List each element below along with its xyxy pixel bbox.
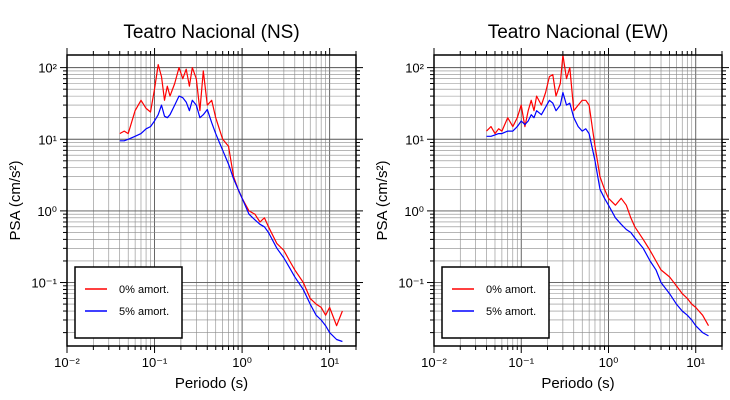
x-tick-label-ns-1: 10⁻¹ xyxy=(142,355,168,370)
legend-box-ew xyxy=(441,266,550,339)
grid-ns xyxy=(66,55,357,346)
x-tick-label-ew-1: 10⁻¹ xyxy=(508,355,534,370)
series-ns xyxy=(119,63,343,343)
x-axis-label-ew: Periodo (s) xyxy=(541,375,614,392)
legend-ns: 0% amort. 5% amort. xyxy=(74,266,183,339)
chart-title-ew: Teatro Nacional (EW) xyxy=(488,22,669,43)
y-axis-label-ew: PSA (cm/s²) xyxy=(374,160,391,240)
plot-frame-ew xyxy=(433,54,723,347)
y-tick-label-ew-2: 10¹ xyxy=(405,132,424,147)
series-line-0pct-ns xyxy=(119,63,343,327)
y-tick-label-ew-1: 10⁰ xyxy=(404,204,424,219)
y-tick-label-ns-2: 10¹ xyxy=(38,132,57,147)
series-line-0pct-ew xyxy=(486,54,710,326)
y-tick-label-ew-0: 10⁻¹ xyxy=(398,276,424,291)
x-tick-label-ns-0: 10⁻² xyxy=(54,355,80,370)
chart-title-ns: Teatro Nacional (NS) xyxy=(123,22,299,43)
legend-label-0pct-ew: 0% amort. xyxy=(486,284,536,296)
legend-ew: 0% amort. 5% amort. xyxy=(441,266,550,339)
y-tick-label-ew-3: 10² xyxy=(405,61,424,76)
x-tick-label-ew-3: 10¹ xyxy=(686,355,705,370)
x-tick-label-ew-2: 10⁰ xyxy=(599,355,619,370)
legend-label-0pct-ns: 0% amort. xyxy=(119,284,169,296)
x-tick-label-ew-0: 10⁻² xyxy=(421,355,447,370)
x-tick-label-ns-3: 10¹ xyxy=(320,355,339,370)
x-tick-label-ns-2: 10⁰ xyxy=(232,355,252,370)
legend-label-5pct-ew: 5% amort. xyxy=(486,306,536,318)
chart-ns: 10⁻² 10⁻¹ 10⁰ 10¹ 10⁻¹ 10⁰ 10¹ 10² Teatro Nacio… xyxy=(7,22,363,392)
series-line-5pct-ew xyxy=(486,91,709,337)
x-axis-label-ns: Periodo (s) xyxy=(175,375,248,392)
y-axis-label-ns: PSA (cm/s²) xyxy=(7,160,24,240)
legend-label-5pct-ns: 5% amort. xyxy=(119,306,169,318)
y-tick-label-ns-3: 10² xyxy=(38,61,57,76)
series-line-5pct-ns xyxy=(119,95,343,343)
chart-ew: 10⁻² 10⁻¹ 10⁰ 10¹ 10⁻¹ 10⁰ 10¹ 10² Teatro Nacio… xyxy=(374,22,729,392)
y-tick-label-ns-0: 10⁻¹ xyxy=(31,276,57,291)
plot-frame-ns xyxy=(66,54,357,347)
ticks-ew: 10⁻² 10⁻¹ 10⁰ 10¹ 10⁻¹ 10⁰ 10¹ 10² xyxy=(398,48,729,370)
y-tick-label-ns-1: 10⁰ xyxy=(37,204,57,219)
legend-box-ns xyxy=(74,266,183,339)
ticks-ns: 10⁻² 10⁻¹ 10⁰ 10¹ 10⁻¹ 10⁰ 10¹ 10² xyxy=(31,48,363,370)
series-ew xyxy=(486,54,710,337)
